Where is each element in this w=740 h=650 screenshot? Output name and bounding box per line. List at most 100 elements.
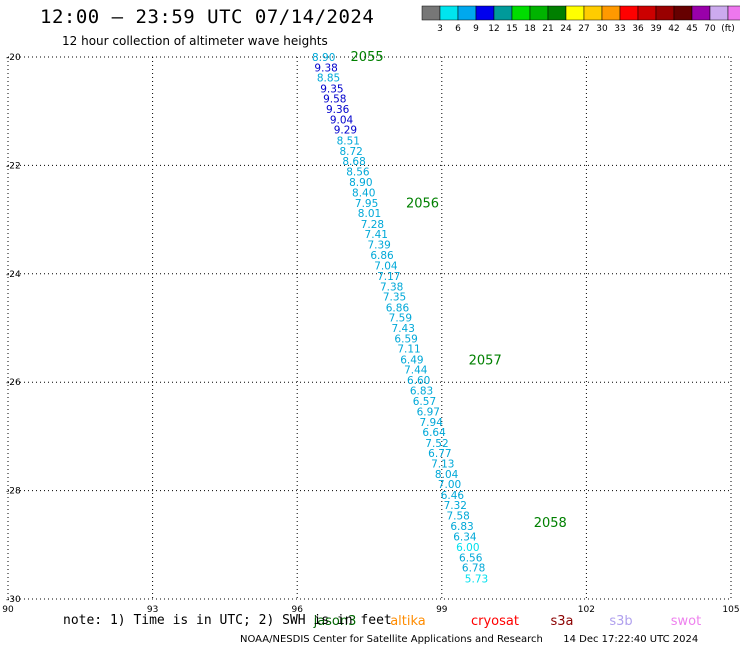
wave-height-label: 7.04 bbox=[374, 261, 398, 273]
wave-height-label: 8.40 bbox=[352, 188, 375, 200]
colorbar-swatch bbox=[583, 5, 603, 21]
wave-height-label: 6.57 bbox=[413, 396, 436, 408]
wave-height-label: 7.43 bbox=[392, 323, 415, 335]
wave-height-label: 8.01 bbox=[358, 208, 381, 220]
wave-height-label: 9.38 bbox=[314, 62, 337, 74]
wave-height-label: 6.97 bbox=[417, 406, 440, 418]
colorbar-swatch bbox=[547, 5, 567, 21]
colorbar-label: 24 bbox=[560, 24, 572, 34]
wave-height-label: 8.72 bbox=[339, 146, 362, 158]
y-tick-label: -20 bbox=[6, 53, 21, 63]
wave-height-label: 6.83 bbox=[410, 385, 433, 397]
wave-height-label: 6.86 bbox=[386, 302, 410, 314]
wave-height-label: 8.68 bbox=[342, 156, 365, 168]
wave-height-label: 6.00 bbox=[456, 542, 479, 554]
wave-height-label: 8.56 bbox=[346, 166, 370, 178]
wave-height-label: 7.94 bbox=[420, 417, 444, 429]
x-tick-label: 102 bbox=[578, 605, 595, 615]
colorbar-label: 3 bbox=[437, 24, 443, 34]
colorbar-label: 21 bbox=[542, 24, 553, 34]
satellite-legend-jason3: jason3 bbox=[313, 614, 357, 629]
colorbar-label: 30 bbox=[596, 24, 608, 34]
colorbar-swatch bbox=[619, 5, 639, 21]
colorbar-swatch bbox=[709, 5, 729, 21]
colorbar-swatch bbox=[439, 5, 459, 21]
wave-height-label: 9.36 bbox=[326, 104, 350, 116]
wave-height-label: 6.46 bbox=[441, 490, 465, 502]
satellite-legend-swot: swot bbox=[671, 614, 701, 629]
colorbar-label: (ft) bbox=[721, 24, 735, 34]
colorbar-swatch bbox=[691, 5, 711, 21]
wave-height-label: 7.11 bbox=[397, 344, 420, 356]
colorbar-swatch bbox=[565, 5, 585, 21]
wave-height-label: 6.83 bbox=[450, 521, 473, 533]
wave-height-label: 7.58 bbox=[446, 511, 469, 523]
colorbar-swatch bbox=[529, 5, 549, 21]
wave-height-label: 7.44 bbox=[404, 365, 428, 377]
y-tick-label: -30 bbox=[6, 595, 21, 605]
colorbar-label: 33 bbox=[614, 24, 625, 34]
wave-height-label: 7.38 bbox=[380, 281, 403, 293]
colorbar-label: 12 bbox=[488, 24, 499, 34]
wave-height-label: 7.32 bbox=[444, 500, 467, 512]
satellite-legend-altika: altika bbox=[390, 614, 426, 629]
colorbar-swatch bbox=[493, 5, 513, 21]
colorbar-swatch bbox=[457, 5, 477, 21]
wave-height-label: 9.35 bbox=[320, 83, 343, 95]
time-label: 2058 bbox=[534, 516, 567, 531]
wave-height-label: 9.04 bbox=[330, 114, 354, 126]
colorbar-label: 36 bbox=[632, 24, 644, 34]
wave-height-label: 6.77 bbox=[428, 448, 451, 460]
colorbar-label: 39 bbox=[650, 24, 662, 34]
x-tick-label: 90 bbox=[2, 605, 14, 615]
y-tick-label: -28 bbox=[6, 487, 21, 497]
y-tick-label: -22 bbox=[6, 161, 21, 171]
colorbar-label: 6 bbox=[455, 24, 461, 34]
x-tick-label: 105 bbox=[722, 605, 739, 615]
colorbar-swatch bbox=[601, 5, 621, 21]
colorbar-label: 42 bbox=[668, 24, 679, 34]
wave-height-label: 6.34 bbox=[453, 532, 477, 544]
x-tick-label: 93 bbox=[147, 605, 158, 615]
colorbar-swatch bbox=[655, 5, 675, 21]
wave-height-label: 6.49 bbox=[400, 354, 423, 366]
x-tick-label: 96 bbox=[291, 605, 303, 615]
colorbar-label: 18 bbox=[524, 24, 536, 34]
y-tick-label: -24 bbox=[6, 270, 21, 280]
colorbar-swatch bbox=[673, 5, 693, 21]
wave-height-label: 7.52 bbox=[425, 438, 448, 450]
colorbar-swatch bbox=[475, 5, 495, 21]
chart-title: 12:00 — 23:59 UTC 07/14/2024 bbox=[40, 6, 375, 28]
wave-height-label: 6.56 bbox=[459, 552, 483, 564]
colorbar-label: 15 bbox=[506, 24, 517, 34]
satellite-legend-cryosat: cryosat bbox=[471, 614, 519, 629]
wave-height-label: 6.78 bbox=[462, 563, 485, 575]
wave-height-label: 6.60 bbox=[407, 375, 430, 387]
wave-height-label: 6.86 bbox=[370, 250, 394, 262]
time-label: 2057 bbox=[469, 354, 502, 369]
wave-height-label: 8.90 bbox=[312, 52, 335, 64]
wave-height-label: 7.13 bbox=[431, 459, 454, 471]
footer-credit-text: NOAA/NESDIS Center for Satellite Applica… bbox=[240, 634, 543, 645]
satellite-legend-s3b: s3b bbox=[609, 614, 632, 629]
colorbar-swatch bbox=[637, 5, 657, 21]
wave-height-label: 6.64 bbox=[422, 427, 446, 439]
wave-height-label: 7.39 bbox=[367, 240, 390, 252]
time-label: 2056 bbox=[406, 196, 439, 211]
wave-height-label: 7.59 bbox=[389, 313, 412, 325]
colorbar-label: 45 bbox=[686, 24, 697, 34]
colorbar-label: 27 bbox=[578, 24, 589, 34]
wave-height-label: 9.58 bbox=[323, 94, 346, 106]
wave-height-label: 8.04 bbox=[435, 469, 459, 481]
wave-height-label: 8.51 bbox=[337, 135, 360, 147]
time-label: 2055 bbox=[351, 50, 384, 65]
footer-timestamp: 14 Dec 17:22:40 UTC 2024 bbox=[563, 634, 699, 645]
wave-height-label: 9.29 bbox=[334, 125, 357, 137]
y-tick-label: -26 bbox=[6, 378, 21, 388]
wave-height-label: 5.73 bbox=[465, 573, 488, 585]
colorbar-swatch bbox=[727, 5, 740, 21]
wave-height-label: 6.59 bbox=[394, 333, 417, 345]
satellite-legend-s3a: s3a bbox=[550, 614, 573, 629]
